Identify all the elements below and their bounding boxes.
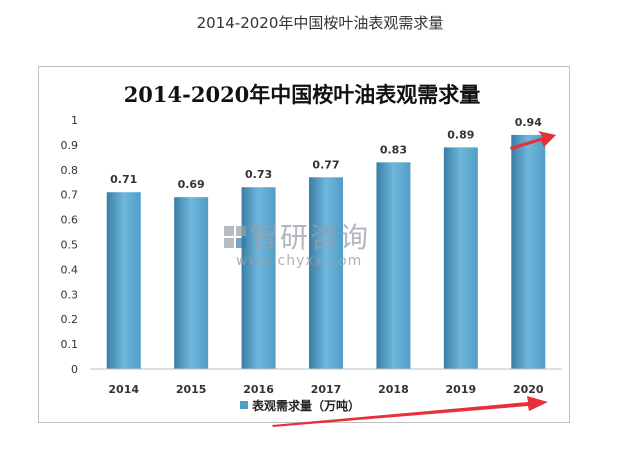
data-label: 0.71 [110,173,137,186]
y-tick-label: 0.7 [61,189,79,202]
data-label: 0.69 [178,178,205,191]
watermark-name: 智研咨询 [250,221,370,254]
x-tick-label: 2017 [311,383,342,396]
x-axis: 2014 2015 2016 2017 2018 2019 2020 [90,368,562,396]
y-tick-label: 0 [71,363,78,376]
y-tick-label: 0.1 [61,338,79,351]
x-tick-label: 2018 [378,383,409,396]
y-tick-label: 0.4 [61,263,79,276]
x-tick-label: 2015 [176,383,207,396]
y-tick-label: 0.9 [61,139,79,152]
data-label: 0.94 [515,116,542,129]
x-tick-label: 2016 [243,383,274,396]
trend-arrow-top [510,131,556,150]
y-tick-label: 0.8 [61,164,79,177]
bars [106,134,546,369]
trend-arrow-bottom [272,396,548,427]
x-tick-label: 2014 [108,383,139,396]
x-tick-label: 2020 [513,383,544,396]
watermark-logo-icon [224,226,246,248]
y-axis: 0 0.1 0.2 0.3 0.4 0.5 0.6 0.7 0.8 0.9 1 [61,114,79,376]
bar-2017 [309,177,343,369]
bar-2014 [106,192,141,369]
y-tick-label: 0.5 [61,239,79,252]
data-label: 0.83 [380,143,407,156]
data-labels: 0.71 0.69 0.73 0.77 0.83 0.89 0.94 [110,116,542,191]
bar-2018 [376,162,411,369]
data-label: 0.89 [447,128,474,141]
x-tick-label: 2019 [446,383,477,396]
bar-2020 [511,134,546,369]
data-label: 0.73 [245,168,272,181]
data-label: 0.77 [312,158,339,171]
watermark-url: www.chyxx.com [236,253,362,269]
legend-label: 表观需求量（万吨） [251,398,360,413]
y-tick-label: 1 [71,114,78,127]
legend-swatch [240,401,248,409]
y-tick-label: 0.2 [61,313,79,326]
y-tick-label: 0.6 [61,214,79,227]
legend: 表观需求量（万吨） [240,398,360,413]
trend-arrows [272,131,556,427]
watermark: 智研咨询 www.chyxx.com [224,221,370,269]
y-tick-label: 0.3 [61,288,79,301]
bar-2016 [241,187,276,369]
bar-2019 [443,147,478,369]
page-title: 2014-2020年中国桉叶油表观需求量 [196,14,444,32]
chart-title: 2014-2020年中国桉叶油表观需求量 [124,82,481,107]
bar-2015 [174,197,209,369]
